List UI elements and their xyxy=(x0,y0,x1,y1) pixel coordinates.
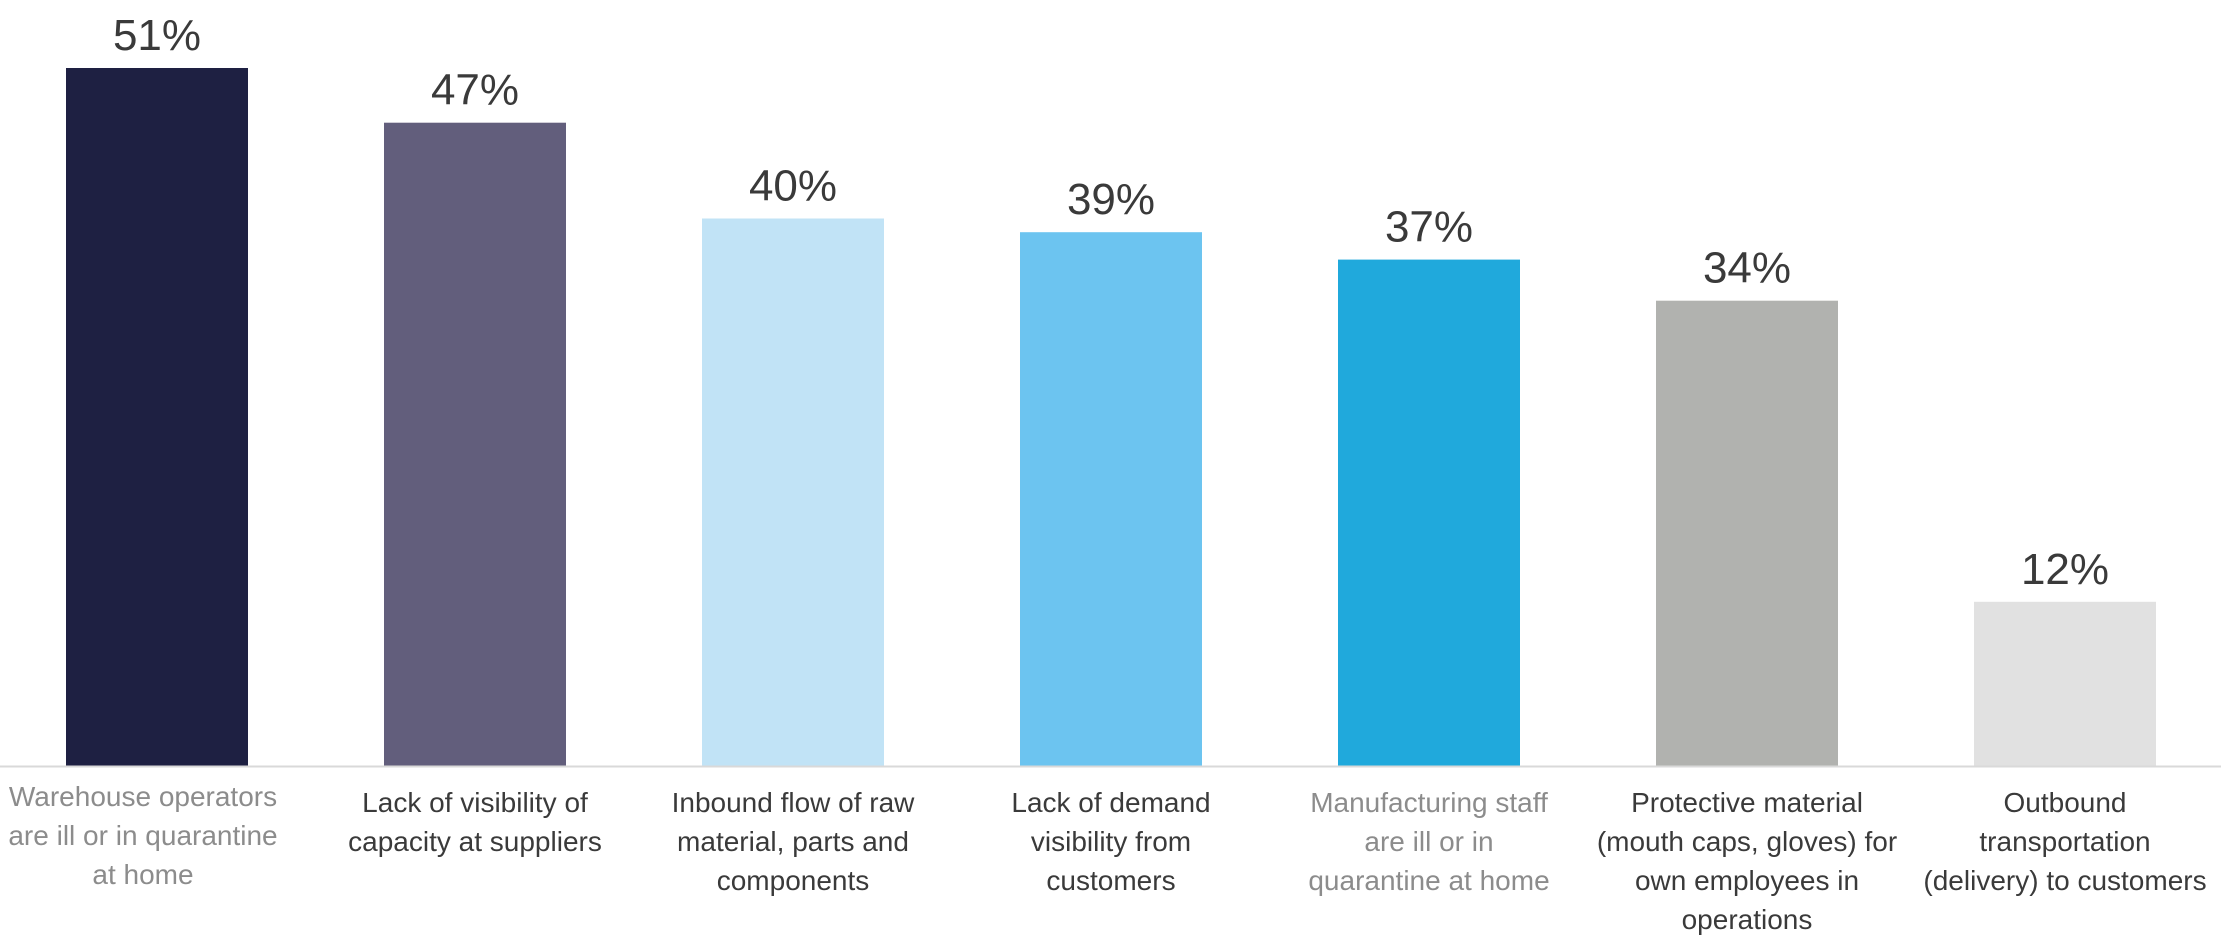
bar-2 xyxy=(384,123,566,766)
category-label-7-line-2: transportation xyxy=(1979,826,2150,857)
value-label-3: 40% xyxy=(749,162,837,211)
value-label-5: 37% xyxy=(1385,203,1473,252)
category-label-4-line-3: customers xyxy=(1046,865,1175,896)
category-label-2-line-1: Lack of visibility of xyxy=(362,787,588,818)
category-label-1-line-3: at home xyxy=(92,859,193,890)
category-label-6-line-4: operations xyxy=(1682,904,1813,935)
bar-5 xyxy=(1338,260,1520,766)
category-label-3-line-2: material, parts and xyxy=(677,826,909,857)
category-label-7-line-1: Outbound xyxy=(2004,787,2127,818)
bar-1 xyxy=(66,68,248,766)
category-label-7-line-3: (delivery) to customers xyxy=(1923,865,2206,896)
bars-group xyxy=(66,68,2156,766)
category-label-5-line-3: quarantine at home xyxy=(1308,865,1549,896)
category-label-5-line-2: are ill or in xyxy=(1364,826,1493,857)
value-label-7: 12% xyxy=(2021,545,2109,594)
category-label-1-line-1: Warehouse operators xyxy=(9,781,277,812)
value-label-2: 47% xyxy=(431,66,519,115)
category-labels-group: Warehouse operators are ill or in quarant… xyxy=(8,781,2206,935)
category-label-6-line-1: Protective material xyxy=(1631,787,1863,818)
value-label-1: 51% xyxy=(113,11,201,60)
bar-3 xyxy=(702,219,884,767)
category-label-3-line-1: Inbound flow of raw xyxy=(672,787,916,818)
category-label-6-line-3: own employees in xyxy=(1635,865,1859,896)
bar-4 xyxy=(1020,232,1202,766)
bar-7 xyxy=(1974,602,2156,766)
category-label-5-line-1: Manufacturing staff xyxy=(1310,787,1548,818)
category-label-3-line-3: components xyxy=(717,865,870,896)
bar-6 xyxy=(1656,301,1838,766)
category-label-4-line-2: visibility from xyxy=(1031,826,1191,857)
category-label-1-line-2: are ill or in quarantine xyxy=(8,820,277,851)
category-label-6-line-2: (mouth caps, gloves) for xyxy=(1597,826,1897,857)
value-label-4: 39% xyxy=(1067,175,1155,224)
category-label-2-line-2: capacity at suppliers xyxy=(348,826,602,857)
category-label-4-line-1: Lack of demand xyxy=(1011,787,1210,818)
value-label-6: 34% xyxy=(1703,244,1791,293)
